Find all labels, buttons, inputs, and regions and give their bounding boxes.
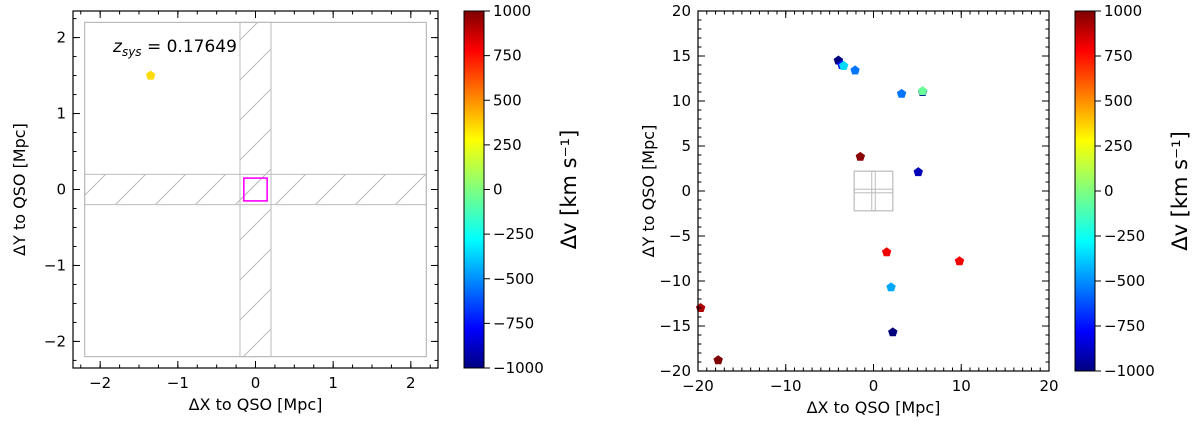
colorbar-label: Δv [km s⁻¹]: [1168, 131, 1192, 251]
plot-frame: [697, 10, 1050, 372]
left-panel: −2 −1 0 1 2 −2 −1 0 1 2 ΔX to QSO [Mpc] ΔY to QSO […: [10, 10, 439, 414]
data-point-6: [917, 86, 928, 96]
data-point-0: [145, 70, 156, 80]
y-tick-label: −2: [44, 332, 66, 350]
colorbar-tick-label: −1000: [493, 359, 544, 377]
highlight-box: [243, 177, 268, 202]
y-axis-label: ΔY to QSO [Mpc]: [639, 125, 658, 258]
x-tick-label: 10: [952, 377, 971, 395]
x-tick-label: 0: [869, 377, 879, 395]
data-point-13: [888, 327, 898, 337]
vertical-strip: [871, 170, 876, 212]
data-point-14: [713, 355, 723, 365]
data-point-7: [855, 151, 866, 161]
colorbar-tick-label: 500: [493, 91, 522, 109]
colorbar-tick-label: 750: [1104, 47, 1133, 65]
data-point-9: [881, 247, 892, 257]
y-axis-label: ΔY to QSO [Mpc]: [10, 123, 29, 256]
survey-footprint: [853, 170, 894, 212]
colorbar-tick-label: 0: [493, 181, 503, 199]
colorbar-tick-label: 1000: [1104, 2, 1142, 20]
y-tick-label: 0: [56, 181, 66, 199]
right-colorbar: 1000 750 500 250 0 −250 −500 −750 −1000 Δv [km s⁻…: [1074, 2, 1192, 380]
redshift-annotation: zsys = 0.17649: [112, 37, 237, 59]
data-point-11: [886, 282, 896, 292]
x-tick-label: 1: [328, 374, 338, 392]
y-tick-label: 15: [672, 47, 691, 65]
colorbar-tick-label: −750: [493, 314, 534, 332]
x-axis-label: ΔX to QSO [Mpc]: [189, 395, 323, 414]
annotation-symbol: z: [112, 37, 123, 57]
colorbar-tick-label: 0: [1104, 182, 1114, 200]
y-tick-label: 1: [56, 105, 66, 123]
horizontal-strip: [84, 173, 427, 206]
horizontal-strip: [853, 188, 894, 194]
y-tick-label: −1: [44, 256, 66, 274]
colorbar-tick-label: −250: [1104, 227, 1145, 245]
colorbar-tick-label: −750: [1104, 317, 1145, 335]
data-point-10: [954, 256, 965, 266]
data-point-3: [850, 65, 860, 75]
colorbar-tick-label: −500: [493, 270, 534, 288]
left-colorbar: 1000 750 500 250 0 −250 −500 −750 −1000 Δv [km s⁻…: [463, 2, 581, 377]
colorbar-tick-label: −1000: [1104, 362, 1155, 380]
annotation-subscript: sys: [122, 45, 142, 59]
colorbar-tick-label: 250: [1104, 137, 1133, 155]
x-tick-label: 2: [406, 374, 416, 392]
colorbar-tick-label: −250: [493, 225, 534, 243]
annotation-value: = 0.17649: [142, 37, 237, 57]
y-tick-label: −15: [659, 317, 691, 335]
y-tick-label: 5: [681, 137, 691, 155]
colorbar-gradient: [1074, 10, 1096, 372]
colorbar-tick-label: −500: [1104, 272, 1145, 290]
x-tick-label: 0: [251, 374, 261, 392]
x-tick-label: −10: [770, 377, 802, 395]
y-tick-label: 2: [56, 29, 66, 47]
x-tick-label: 20: [1039, 377, 1058, 395]
footprint-box: [853, 170, 894, 212]
y-tick-label: −10: [659, 272, 691, 290]
x-axis-label: ΔX to QSO [Mpc]: [807, 398, 941, 417]
colorbar-tick-label: 750: [493, 47, 522, 65]
colorbar-tick-label: 500: [1104, 92, 1133, 110]
data-point-8: [913, 167, 923, 177]
footprint-box: [84, 21, 427, 358]
data-point-4: [896, 88, 907, 98]
y-tick-label: 10: [672, 92, 691, 110]
y-tick-label: −20: [659, 362, 691, 380]
y-tick-label: 20: [672, 2, 691, 20]
x-tick-label: −2: [89, 374, 111, 392]
y-tick-label: 0: [681, 182, 691, 200]
colorbar-gradient: [463, 10, 485, 369]
x-tick-label: −1: [167, 374, 189, 392]
y-tick-label: −5: [669, 227, 691, 245]
colorbar-tick-label: 250: [493, 136, 522, 154]
x-tick-label: −20: [682, 377, 714, 395]
survey-footprint: [84, 21, 427, 358]
colorbar-label: Δv [km s⁻¹]: [557, 130, 581, 250]
data-point-2: [838, 60, 849, 70]
right-panel: −20 −10 0 10 20 20 15 10 5 0 −5 −10 −15 −20 ΔX to QSO …: [639, 2, 1059, 417]
colorbar-tick-label: 1000: [493, 2, 531, 20]
